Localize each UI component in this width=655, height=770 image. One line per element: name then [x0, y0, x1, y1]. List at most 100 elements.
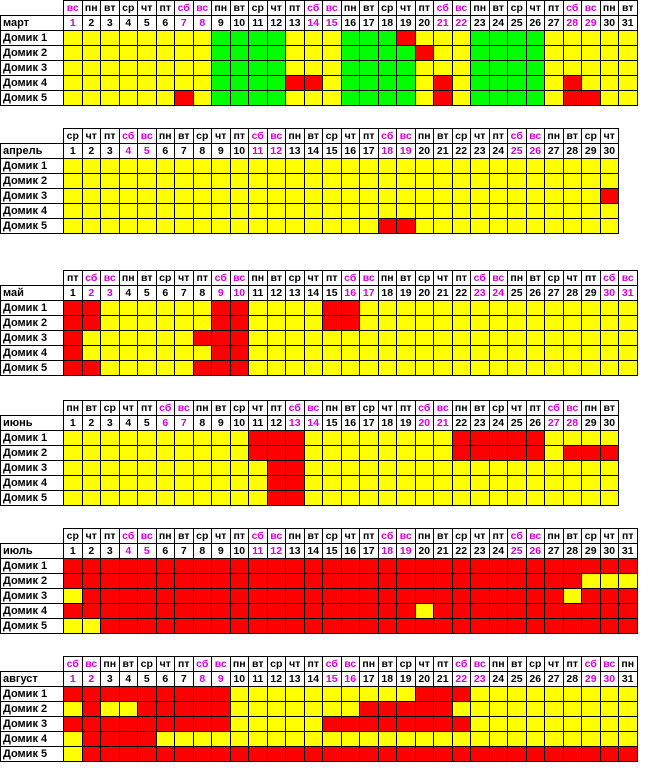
free-day-cell[interactable]: [192, 30, 212, 46]
free-day-cell[interactable]: [581, 188, 601, 204]
free-day-cell[interactable]: [174, 300, 194, 316]
free-day-cell[interactable]: [63, 60, 83, 76]
booked-day-cell[interactable]: [322, 716, 342, 732]
booked-day-cell[interactable]: [81, 588, 101, 604]
free-day-cell[interactable]: [340, 188, 360, 204]
reserved-day-cell[interactable]: [359, 30, 379, 46]
free-day-cell[interactable]: [174, 203, 194, 219]
reserved-day-cell[interactable]: [525, 90, 545, 106]
booked-day-cell[interactable]: [414, 746, 434, 762]
free-day-cell[interactable]: [451, 701, 471, 717]
free-day-cell[interactable]: [118, 158, 138, 174]
free-day-cell[interactable]: [359, 445, 379, 461]
free-day-cell[interactable]: [599, 330, 619, 346]
free-day-cell[interactable]: [618, 300, 638, 316]
booked-day-cell[interactable]: [377, 603, 397, 619]
reserved-day-cell[interactable]: [266, 30, 286, 46]
free-day-cell[interactable]: [340, 490, 360, 506]
free-day-cell[interactable]: [470, 203, 490, 219]
free-day-cell[interactable]: [488, 330, 508, 346]
booked-day-cell[interactable]: [414, 686, 434, 702]
free-day-cell[interactable]: [562, 430, 582, 446]
free-day-cell[interactable]: [118, 460, 138, 476]
booked-day-cell[interactable]: [359, 746, 379, 762]
booked-day-cell[interactable]: [414, 558, 434, 574]
reserved-day-cell[interactable]: [266, 90, 286, 106]
booked-day-cell[interactable]: [174, 90, 194, 106]
free-day-cell[interactable]: [285, 30, 305, 46]
free-day-cell[interactable]: [562, 30, 582, 46]
free-day-cell[interactable]: [507, 315, 527, 331]
free-day-cell[interactable]: [81, 173, 101, 189]
free-day-cell[interactable]: [544, 330, 564, 346]
booked-day-cell[interactable]: [488, 430, 508, 446]
free-day-cell[interactable]: [100, 30, 120, 46]
free-day-cell[interactable]: [229, 218, 249, 234]
free-day-cell[interactable]: [470, 188, 490, 204]
free-day-cell[interactable]: [359, 188, 379, 204]
free-day-cell[interactable]: [248, 315, 268, 331]
booked-day-cell[interactable]: [248, 746, 268, 762]
free-day-cell[interactable]: [618, 701, 638, 717]
free-day-cell[interactable]: [544, 45, 564, 61]
free-day-cell[interactable]: [340, 345, 360, 361]
free-day-cell[interactable]: [229, 460, 249, 476]
free-day-cell[interactable]: [507, 460, 527, 476]
free-day-cell[interactable]: [211, 475, 231, 491]
free-day-cell[interactable]: [285, 300, 305, 316]
free-day-cell[interactable]: [377, 490, 397, 506]
free-day-cell[interactable]: [192, 475, 212, 491]
free-day-cell[interactable]: [562, 173, 582, 189]
booked-day-cell[interactable]: [137, 716, 157, 732]
free-day-cell[interactable]: [266, 300, 286, 316]
free-day-cell[interactable]: [322, 460, 342, 476]
free-day-cell[interactable]: [414, 300, 434, 316]
free-day-cell[interactable]: [525, 475, 545, 491]
free-day-cell[interactable]: [248, 158, 268, 174]
free-day-cell[interactable]: [303, 60, 323, 76]
reserved-day-cell[interactable]: [396, 60, 416, 76]
free-day-cell[interactable]: [359, 203, 379, 219]
free-day-cell[interactable]: [451, 75, 471, 91]
free-day-cell[interactable]: [174, 218, 194, 234]
free-day-cell[interactable]: [285, 158, 305, 174]
booked-day-cell[interactable]: [544, 618, 564, 634]
booked-day-cell[interactable]: [470, 618, 490, 634]
reserved-day-cell[interactable]: [470, 45, 490, 61]
reserved-day-cell[interactable]: [340, 30, 360, 46]
free-day-cell[interactable]: [525, 188, 545, 204]
booked-day-cell[interactable]: [137, 746, 157, 762]
free-day-cell[interactable]: [211, 460, 231, 476]
booked-day-cell[interactable]: [414, 701, 434, 717]
free-day-cell[interactable]: [63, 173, 83, 189]
free-day-cell[interactable]: [599, 315, 619, 331]
free-day-cell[interactable]: [211, 173, 231, 189]
reserved-day-cell[interactable]: [211, 45, 231, 61]
free-day-cell[interactable]: [414, 603, 434, 619]
free-day-cell[interactable]: [81, 475, 101, 491]
booked-day-cell[interactable]: [377, 716, 397, 732]
reserved-day-cell[interactable]: [470, 30, 490, 46]
free-day-cell[interactable]: [118, 445, 138, 461]
free-day-cell[interactable]: [266, 716, 286, 732]
booked-day-cell[interactable]: [396, 716, 416, 732]
booked-day-cell[interactable]: [81, 686, 101, 702]
free-day-cell[interactable]: [340, 203, 360, 219]
booked-day-cell[interactable]: [525, 430, 545, 446]
free-day-cell[interactable]: [340, 173, 360, 189]
free-day-cell[interactable]: [174, 158, 194, 174]
free-day-cell[interactable]: [192, 315, 212, 331]
free-day-cell[interactable]: [322, 188, 342, 204]
free-day-cell[interactable]: [451, 158, 471, 174]
reserved-day-cell[interactable]: [340, 75, 360, 91]
free-day-cell[interactable]: [433, 218, 453, 234]
booked-day-cell[interactable]: [192, 701, 212, 717]
reserved-day-cell[interactable]: [488, 75, 508, 91]
booked-day-cell[interactable]: [618, 558, 638, 574]
free-day-cell[interactable]: [248, 188, 268, 204]
free-day-cell[interactable]: [285, 686, 305, 702]
free-day-cell[interactable]: [544, 686, 564, 702]
booked-day-cell[interactable]: [100, 746, 120, 762]
free-day-cell[interactable]: [433, 315, 453, 331]
free-day-cell[interactable]: [303, 218, 323, 234]
